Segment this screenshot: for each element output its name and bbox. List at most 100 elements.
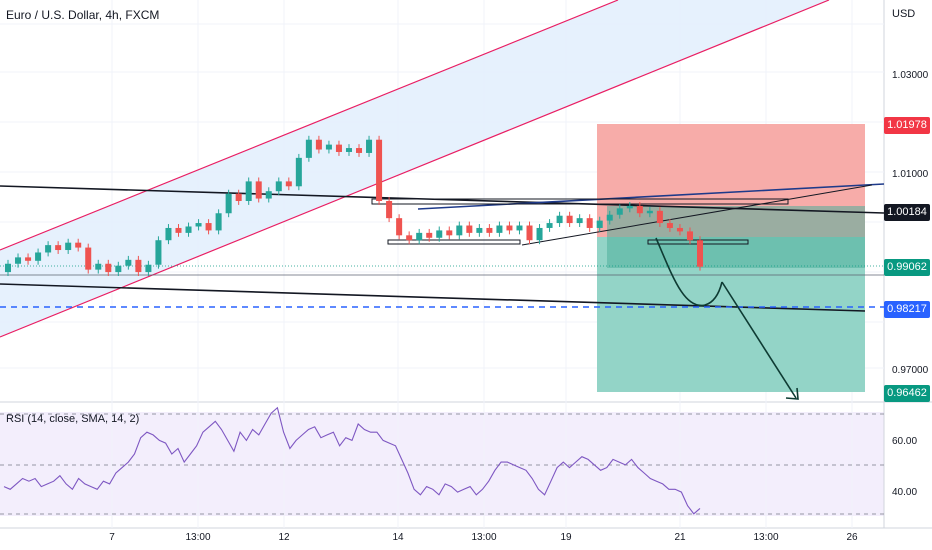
time-tick-label: 13:00 — [471, 532, 496, 543]
candle-body — [95, 263, 102, 270]
candle-body — [476, 227, 483, 233]
price-badge-stop: 1.01978 — [884, 117, 930, 134]
candle — [115, 261, 122, 277]
candle — [105, 259, 112, 277]
candle — [65, 238, 72, 254]
candle-body — [35, 252, 42, 261]
price-badge-current: 0.99062 — [884, 259, 930, 276]
candle — [215, 209, 222, 235]
currency-label: USD — [892, 8, 916, 20]
time-tick-label: 13:00 — [753, 532, 778, 543]
candle — [506, 221, 513, 235]
candle — [536, 224, 543, 245]
candle-body — [416, 232, 423, 241]
candle-body — [686, 231, 693, 241]
candle — [345, 144, 352, 156]
candle — [606, 210, 613, 225]
candle — [616, 204, 623, 219]
candle — [45, 241, 52, 257]
projection-arrowhead — [785, 387, 799, 400]
time-tick-label: 13:00 — [185, 532, 210, 543]
candle — [265, 187, 272, 203]
rsi-tick-label: 60.00 — [892, 436, 917, 447]
candle-body — [15, 257, 22, 264]
candle-body — [105, 263, 112, 273]
candle — [656, 206, 663, 227]
candle — [145, 260, 152, 277]
candle-body — [376, 139, 383, 201]
price-tick-label: 1.03000 — [892, 70, 929, 81]
candle-body — [305, 139, 312, 158]
candle-body — [315, 139, 322, 150]
candle — [456, 221, 463, 240]
candle-body — [175, 227, 182, 233]
candle — [335, 140, 342, 156]
candle-body — [255, 181, 262, 199]
candle — [155, 236, 162, 269]
candle-body — [135, 259, 142, 273]
candle-body — [285, 181, 292, 187]
candle-body — [426, 232, 433, 238]
candle — [245, 177, 252, 205]
time-tick-label: 21 — [674, 532, 686, 543]
price-badge-support: 0.98217 — [884, 301, 930, 318]
candle-body — [55, 245, 62, 251]
candle-body — [125, 259, 132, 266]
candle-body — [466, 225, 473, 233]
consolidation-box — [371, 198, 789, 205]
candle — [576, 214, 583, 227]
candle-body — [546, 223, 553, 228]
candle-body — [396, 218, 403, 236]
candle-body — [215, 213, 222, 231]
candle — [15, 253, 22, 268]
candle-body — [596, 220, 603, 228]
candle-body — [536, 227, 543, 241]
candle — [225, 189, 232, 218]
candle-body — [576, 218, 583, 224]
candle — [496, 221, 503, 237]
candle — [556, 211, 563, 227]
candle — [596, 216, 603, 232]
candle-body — [265, 191, 272, 199]
candle-body — [566, 215, 573, 224]
candle — [205, 219, 212, 235]
candle — [376, 135, 383, 205]
candle-body — [195, 223, 202, 227]
candle-body — [696, 240, 704, 267]
candle-body — [366, 139, 373, 153]
candle — [586, 214, 593, 232]
time-tick-label: 26 — [846, 532, 858, 543]
candle-body — [45, 245, 52, 253]
candle — [35, 248, 42, 265]
candle — [386, 197, 393, 223]
time-tick-label: 19 — [560, 532, 572, 543]
candle — [165, 224, 172, 245]
candle — [646, 206, 653, 218]
candle-body — [436, 230, 443, 238]
candle-body — [606, 214, 613, 221]
candle-body — [626, 205, 633, 209]
candle — [636, 201, 643, 218]
candle-body — [386, 201, 393, 219]
candle — [416, 228, 423, 245]
candle — [85, 243, 92, 274]
projection-curve — [655, 237, 723, 307]
candle-body — [325, 144, 332, 150]
price-tick-label: 0.97000 — [892, 365, 929, 376]
candle — [55, 241, 62, 254]
candle — [406, 231, 413, 245]
channel-lower-line — [0, 0, 830, 338]
candle — [516, 221, 523, 235]
candle-body — [506, 225, 513, 231]
candle — [666, 219, 673, 232]
rsi-band — [0, 412, 884, 516]
candle — [25, 253, 32, 265]
candle-body — [356, 148, 363, 153]
candle — [185, 222, 192, 237]
candle — [546, 219, 553, 232]
candle-body — [75, 242, 82, 248]
candle — [325, 140, 332, 154]
candle-body — [235, 193, 242, 201]
candle — [4, 259, 12, 277]
